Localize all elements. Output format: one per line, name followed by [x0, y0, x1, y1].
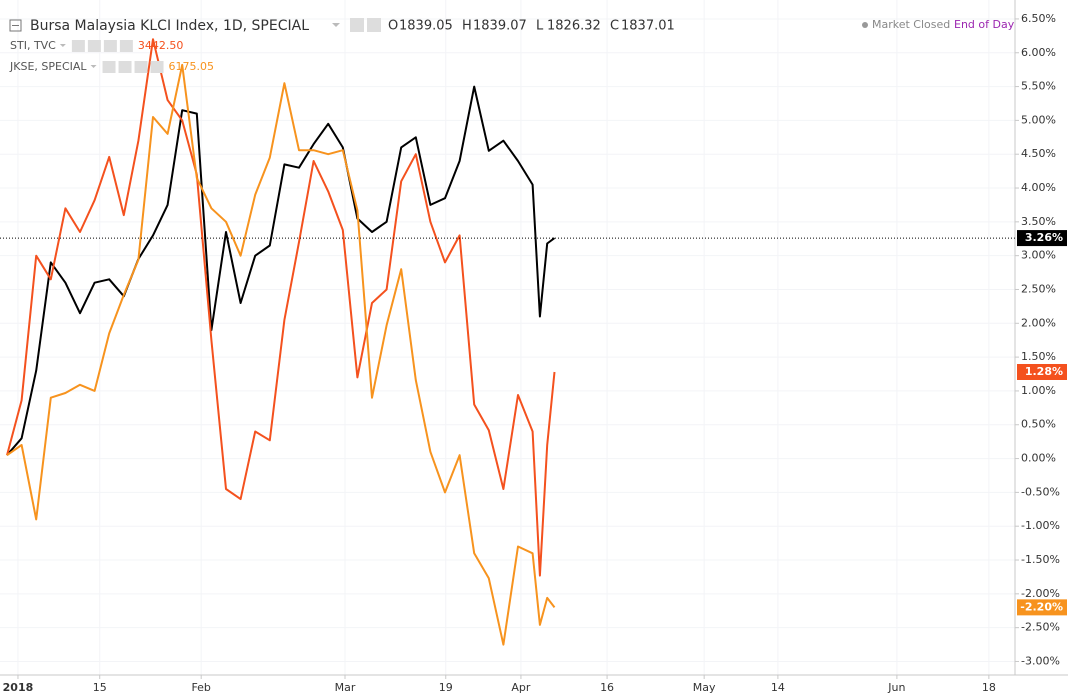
ohlc-key: H [462, 19, 472, 34]
ohlc-key: C [610, 19, 619, 34]
y-tick-label: -0.50% [1021, 485, 1060, 498]
y-tick-label: 5.00% [1021, 113, 1056, 126]
ohlc-value: 1837.01 [621, 19, 675, 34]
collapse-icon[interactable] [9, 19, 22, 32]
lines [6, 38, 556, 646]
x-tick-label: May [693, 681, 716, 694]
ohlc-value: 1839.07 [473, 19, 527, 34]
ohlc: O 1839.05 H 1839.07 L 1826.32 C 1837.01 [388, 19, 675, 34]
x-tick-label: 14 [771, 681, 785, 694]
x-tick-label: Feb [191, 681, 210, 694]
dropdown-arrow[interactable] [59, 44, 66, 47]
y-tick-label: 1.50% [1021, 350, 1056, 363]
legend-name: STI, TVC [10, 39, 56, 52]
series-line [6, 85, 556, 456]
legend-icon[interactable] [134, 61, 148, 73]
legend-last-price: 3442.50 [138, 39, 184, 52]
legend-icon[interactable] [119, 40, 133, 52]
y-tick-label: 0.50% [1021, 418, 1056, 431]
legend-icon[interactable] [87, 40, 101, 52]
y-tick-label: -3.00% [1021, 654, 1060, 667]
end-label: 1.28% [1025, 365, 1063, 378]
data-mode: End of Day [954, 18, 1015, 31]
ohlc-value: 1839.05 [399, 19, 453, 34]
y-tick-label: -1.50% [1021, 553, 1060, 566]
gear-icon[interactable] [367, 18, 381, 32]
y-tick-label: -2.00% [1021, 587, 1060, 600]
y-tick-label: 6.00% [1021, 46, 1056, 59]
x-tick-label: 18 [982, 681, 996, 694]
end-label: 3.26% [1025, 231, 1063, 244]
ohlc-key: O [388, 19, 398, 34]
y-tick-label: 2.00% [1021, 316, 1056, 329]
y-tick-label: 6.50% [1021, 12, 1056, 25]
y-tick-label: -1.00% [1021, 519, 1060, 532]
y-tick-label: 4.00% [1021, 181, 1056, 194]
legend-icon[interactable] [103, 40, 117, 52]
ohlc-value: 1826.32 [547, 19, 601, 34]
y-tick-label: 1.00% [1021, 384, 1056, 397]
y-tick-label: -2.50% [1021, 621, 1060, 634]
y-tick-label: 0.00% [1021, 452, 1056, 465]
end-label-box [1017, 230, 1067, 247]
legend-icon[interactable] [150, 61, 164, 73]
x-tick-label: Jun [887, 681, 905, 694]
series-line [6, 38, 556, 577]
end-label: -2.20% [1020, 600, 1063, 613]
x-tick-label: 16 [600, 681, 614, 694]
y-tick-label: 3.00% [1021, 249, 1056, 262]
y-tick-label: 4.50% [1021, 147, 1056, 160]
legend-icon[interactable] [102, 61, 116, 73]
status-dot [862, 22, 868, 28]
legend-name: JKSE, SPECIAL [9, 60, 87, 73]
x-tick-label: 19 [439, 681, 453, 694]
settings-icon[interactable] [350, 18, 364, 32]
main-series-title: Bursa Malaysia KLCI Index, 1D, SPECIAL [30, 18, 309, 34]
series-line [6, 63, 556, 646]
legend: STI, TVC 3442.50 JKSE, SPECIAL 6175.05 [9, 39, 214, 73]
legend-icon[interactable] [71, 40, 85, 52]
x-tick-label: Apr [511, 681, 531, 694]
x-tick-label: 15 [93, 681, 107, 694]
legend-last-price: 6175.05 [169, 60, 215, 73]
x-tick-label: 2018 [3, 681, 34, 694]
legend-icon[interactable] [118, 61, 132, 73]
y-tick-label: 2.50% [1021, 282, 1056, 295]
end-label-box [1017, 599, 1067, 616]
y-tick-label: 5.50% [1021, 80, 1056, 93]
market-status: Market Closed [872, 18, 950, 31]
y-tick-label: 3.50% [1021, 215, 1056, 228]
dropdown-arrow[interactable] [90, 65, 97, 68]
x-tick-label: Mar [335, 681, 356, 694]
end-label-box [1017, 363, 1067, 380]
dropdown-arrow[interactable] [332, 23, 340, 27]
ohlc-key: L [536, 19, 544, 34]
